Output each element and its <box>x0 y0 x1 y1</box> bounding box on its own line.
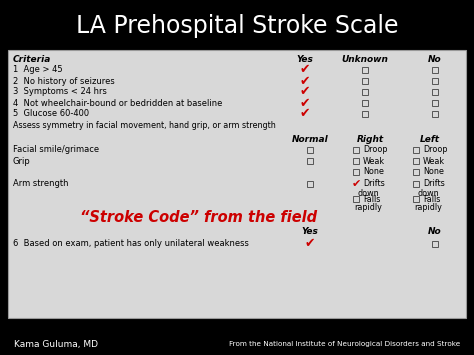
FancyBboxPatch shape <box>362 78 368 84</box>
Text: ✔: ✔ <box>300 75 310 87</box>
Text: Drifts: Drifts <box>423 180 445 189</box>
Text: Arm strength: Arm strength <box>13 180 69 189</box>
FancyBboxPatch shape <box>413 147 419 153</box>
Text: Grip: Grip <box>13 157 31 165</box>
Text: Normal: Normal <box>292 135 328 143</box>
FancyBboxPatch shape <box>413 158 419 164</box>
Text: ✔: ✔ <box>300 86 310 98</box>
Text: ✔: ✔ <box>300 108 310 120</box>
Text: 4  Not wheelchair-bound or bedridden at baseline: 4 Not wheelchair-bound or bedridden at b… <box>13 98 222 108</box>
Text: rapidly: rapidly <box>414 203 442 213</box>
Text: Left: Left <box>420 135 440 143</box>
Text: Yes: Yes <box>301 228 319 236</box>
FancyBboxPatch shape <box>353 169 359 175</box>
Text: Weak: Weak <box>423 157 445 165</box>
FancyBboxPatch shape <box>432 89 438 95</box>
FancyBboxPatch shape <box>307 181 313 187</box>
Text: down: down <box>357 189 379 197</box>
FancyBboxPatch shape <box>353 196 359 202</box>
Text: Falls: Falls <box>423 195 440 203</box>
Text: Droop: Droop <box>363 146 388 154</box>
FancyBboxPatch shape <box>362 67 368 73</box>
Text: Right: Right <box>356 135 383 143</box>
FancyBboxPatch shape <box>353 158 359 164</box>
FancyBboxPatch shape <box>432 100 438 106</box>
FancyBboxPatch shape <box>413 196 419 202</box>
FancyBboxPatch shape <box>432 241 438 247</box>
Text: No: No <box>428 55 442 64</box>
FancyBboxPatch shape <box>8 50 466 318</box>
Text: rapidly: rapidly <box>354 203 382 213</box>
Text: Kama Guluma, MD: Kama Guluma, MD <box>14 339 98 349</box>
Text: 3  Symptoms < 24 hrs: 3 Symptoms < 24 hrs <box>13 87 107 97</box>
Text: Drifts: Drifts <box>363 180 385 189</box>
Text: No: No <box>428 228 442 236</box>
Text: None: None <box>423 168 444 176</box>
Text: ✔: ✔ <box>300 97 310 109</box>
Text: Falls: Falls <box>363 195 380 203</box>
Text: ✔: ✔ <box>300 64 310 76</box>
FancyBboxPatch shape <box>432 78 438 84</box>
Text: ✔: ✔ <box>305 237 315 251</box>
Text: down: down <box>417 189 439 197</box>
Text: Unknown: Unknown <box>342 55 388 64</box>
Text: Weak: Weak <box>363 157 385 165</box>
Text: LA Prehospital Stroke Scale: LA Prehospital Stroke Scale <box>76 14 398 38</box>
Text: Criteria: Criteria <box>13 55 51 64</box>
Text: 2  No history of seizures: 2 No history of seizures <box>13 76 115 86</box>
Text: None: None <box>363 168 384 176</box>
Text: 5  Glucose 60-400: 5 Glucose 60-400 <box>13 109 89 119</box>
FancyBboxPatch shape <box>362 89 368 95</box>
FancyBboxPatch shape <box>362 111 368 117</box>
FancyBboxPatch shape <box>362 100 368 106</box>
Text: Yes: Yes <box>297 55 313 64</box>
Text: From the National Institute of Neurological Disorders and Stroke: From the National Institute of Neurologi… <box>229 341 460 347</box>
Text: ✔: ✔ <box>351 179 361 189</box>
Text: 6  Based on exam, patient has only unilateral weakness: 6 Based on exam, patient has only unilat… <box>13 240 249 248</box>
FancyBboxPatch shape <box>432 67 438 73</box>
Text: Droop: Droop <box>423 146 447 154</box>
Text: Facial smile/grimace: Facial smile/grimace <box>13 146 99 154</box>
FancyBboxPatch shape <box>353 147 359 153</box>
FancyBboxPatch shape <box>307 158 313 164</box>
FancyBboxPatch shape <box>413 169 419 175</box>
Text: Assess symmetry in facial movement, hand grip, or arm strength: Assess symmetry in facial movement, hand… <box>13 120 276 130</box>
FancyBboxPatch shape <box>413 181 419 187</box>
Text: 1  Age > 45: 1 Age > 45 <box>13 66 63 75</box>
FancyBboxPatch shape <box>432 111 438 117</box>
FancyBboxPatch shape <box>307 147 313 153</box>
Text: “Stroke Code” from the field: “Stroke Code” from the field <box>80 211 317 225</box>
